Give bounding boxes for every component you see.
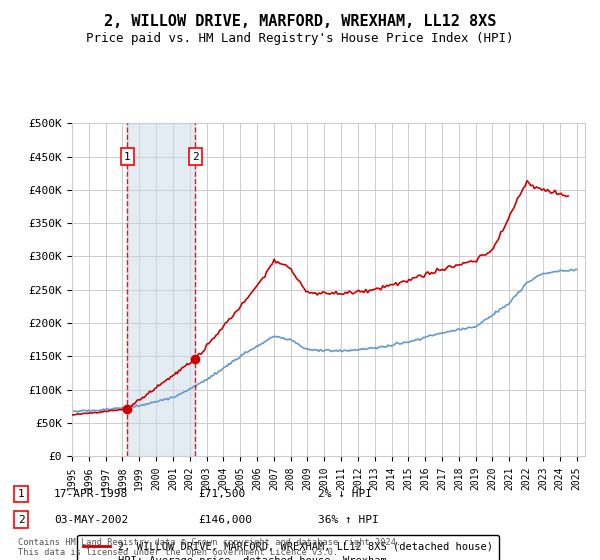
Text: 2: 2: [17, 515, 25, 525]
Text: 36% ↑ HPI: 36% ↑ HPI: [318, 515, 379, 525]
Legend: 2, WILLOW DRIVE, MARFORD, WREXHAM, LL12 8XS (detached house), HPI: Average price: 2, WILLOW DRIVE, MARFORD, WREXHAM, LL12 …: [77, 535, 499, 560]
Text: Price paid vs. HM Land Registry's House Price Index (HPI): Price paid vs. HM Land Registry's House …: [86, 32, 514, 45]
Text: 03-MAY-2002: 03-MAY-2002: [54, 515, 128, 525]
Text: 1: 1: [124, 152, 131, 161]
Text: Contains HM Land Registry data © Crown copyright and database right 2024.
This d: Contains HM Land Registry data © Crown c…: [18, 538, 401, 557]
Text: 17-APR-1998: 17-APR-1998: [54, 489, 128, 499]
Text: 1: 1: [17, 489, 25, 499]
Text: 2% ↓ HPI: 2% ↓ HPI: [318, 489, 372, 499]
Bar: [127, 123, 196, 456]
Text: £146,000: £146,000: [198, 515, 252, 525]
Text: £71,500: £71,500: [198, 489, 245, 499]
Text: 2, WILLOW DRIVE, MARFORD, WREXHAM, LL12 8XS: 2, WILLOW DRIVE, MARFORD, WREXHAM, LL12 …: [104, 14, 496, 29]
Text: 2: 2: [192, 152, 199, 161]
